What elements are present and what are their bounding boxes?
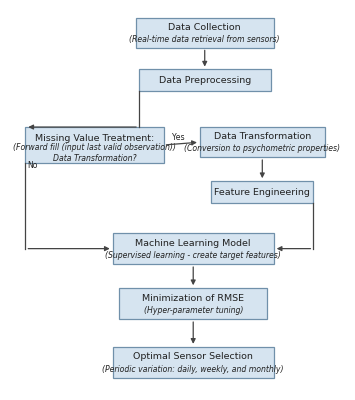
FancyBboxPatch shape — [211, 181, 313, 203]
Text: Optimal Sensor Selection: Optimal Sensor Selection — [133, 352, 253, 361]
FancyBboxPatch shape — [113, 233, 274, 264]
Text: Data Preprocessing: Data Preprocessing — [159, 76, 251, 85]
Text: (Conversion to psychometric properties): (Conversion to psychometric properties) — [184, 144, 340, 153]
Text: Minimization of RMSE: Minimization of RMSE — [142, 294, 244, 302]
Text: Feature Engineering: Feature Engineering — [214, 188, 310, 196]
FancyBboxPatch shape — [113, 347, 274, 378]
Text: (Hyper-parameter tuning): (Hyper-parameter tuning) — [143, 306, 243, 315]
Text: (Real-time data retrieval from sensors): (Real-time data retrieval from sensors) — [130, 35, 280, 44]
FancyBboxPatch shape — [26, 127, 164, 163]
Text: Machine Learning Model: Machine Learning Model — [136, 238, 251, 248]
Text: (Periodic variation: daily, weekly, and monthly): (Periodic variation: daily, weekly, and … — [103, 364, 284, 374]
Text: (Forward fill (input last valid observation))
Data Transformation?: (Forward fill (input last valid observat… — [13, 143, 176, 163]
FancyBboxPatch shape — [136, 18, 274, 48]
Text: No: No — [27, 161, 38, 170]
Text: Data Collection: Data Collection — [168, 23, 241, 32]
FancyBboxPatch shape — [200, 127, 325, 157]
Text: (Supervised learning - create target features): (Supervised learning - create target fea… — [105, 251, 281, 260]
Text: Missing Value Treatment:: Missing Value Treatment: — [35, 134, 154, 143]
Text: Data Transformation: Data Transformation — [214, 132, 311, 141]
FancyBboxPatch shape — [119, 288, 267, 319]
FancyBboxPatch shape — [139, 70, 271, 91]
Text: Yes: Yes — [172, 133, 185, 142]
